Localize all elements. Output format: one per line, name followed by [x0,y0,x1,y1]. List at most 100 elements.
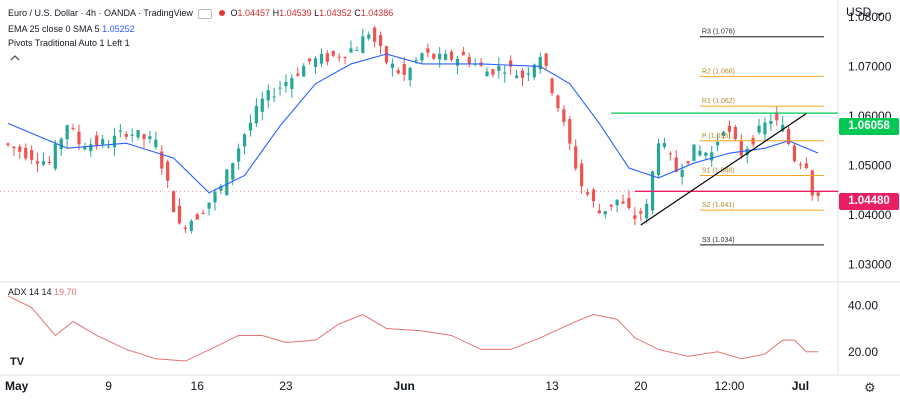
adx-legend[interactable]: ADX 14 14 19.70 [8,287,77,298]
candle-body [101,139,105,145]
candle-body [254,106,258,124]
candle-body [432,53,436,59]
time-axis-tick: Jun [394,379,415,393]
candle-body [154,139,158,148]
tradingview-logo[interactable]: TV [10,356,25,368]
time-axis-tick: 12:00 [714,379,744,393]
candle-body [35,161,40,164]
candle-body [18,146,22,152]
candle-body [704,152,708,156]
candle-body [402,64,406,75]
trendline [640,113,807,226]
ema-legend[interactable]: EMA 25 close 0 SMA 5 1.05252 [8,24,135,35]
candle-body [331,50,335,56]
candle-body [716,141,720,146]
market-status-icon [218,10,225,16]
candle-body [6,143,10,145]
price-axis-tick: 1.05000 [848,159,892,173]
candle-body [213,191,217,203]
candle-body [775,112,779,121]
adx-axis-tick: 20.00 [848,345,878,359]
candle-body [621,201,625,204]
ohlc-open: 1.04457 [237,8,271,18]
candle-body [319,53,324,64]
ema-value: 1.05252 [102,24,135,34]
candle-body [201,212,205,214]
ohlc-open-label: O [230,8,238,18]
candle-body [467,57,471,65]
candle-body [171,191,176,213]
candle-body [95,135,99,146]
ohlc-high: 1.04539 [279,8,312,18]
candle-body [59,138,63,150]
symbol-timeframe[interactable]: 4h [86,8,97,18]
candle-body [166,161,170,181]
pivots-legend[interactable]: Pivots Traditional Auto 1 Left 1 [8,38,130,49]
candle-body [692,144,696,161]
price-axis-tick: 1.07000 [848,59,892,73]
symbol-broker: OANDA [104,8,136,18]
pivot-label: R1 (1.062) [702,98,735,105]
symbol-name[interactable]: Euro / U.S. Dollar [8,8,79,18]
candle-body [597,210,601,214]
candle-body [662,143,667,147]
candle-body [792,145,797,162]
visibility-icon[interactable] [198,8,213,19]
candle-body [414,60,418,62]
gear-icon[interactable]: ⚙ [864,380,876,395]
candle-body [509,60,513,67]
candle-body [721,131,726,136]
candle-body [390,63,394,68]
candle-body [609,204,613,207]
time-axis-tick: 23 [279,379,293,393]
candle-body [284,81,288,87]
pivot-label: S2 (1.041) [702,202,735,209]
adx-axis-tick: 40.00 [848,298,878,312]
candle-body [603,211,607,215]
ohlc-close: 1.04386 [360,8,394,18]
pivots-label: Pivots Traditional Auto 1 Left 1 [8,38,130,48]
candle-body [538,57,542,70]
candle-body [47,161,51,163]
current-price-tag: 1.04480 [839,193,899,210]
candle-body [526,73,531,75]
candle-body [71,127,75,129]
candle-body [544,53,548,66]
candle-body [739,141,743,156]
candle-body [532,64,536,78]
candle-body [580,163,584,187]
pivot-label: S3 (1.034) [702,237,735,244]
candle-body [195,214,199,220]
pivot-label: S1 (1.048) [702,167,735,174]
chevron-up-icon[interactable] [10,54,20,62]
candle-body [189,221,193,231]
candle-body [183,227,188,229]
candle-body [207,202,211,209]
candle-body [633,215,637,219]
time-axis-tick: Jul [792,379,809,393]
candle-body [520,70,525,78]
candle-body [124,134,128,137]
chevron-down-icon: ⌄ [871,5,885,19]
currency-menu[interactable]: USD ⌄ [846,5,885,19]
candle-body [296,73,300,76]
candle-body [757,125,761,133]
candle-body [325,53,329,62]
candle-body [118,130,122,132]
adx-label: ADX 14 14 [8,287,52,297]
candle-body [585,192,590,195]
time-axis-tick: 20 [634,379,648,393]
pivot-label: R3 (1.076) [702,29,735,36]
candle-body [787,128,791,144]
candle-body [242,134,247,147]
candle-body [556,95,560,109]
symbol-platform: TradingView [143,8,193,18]
candle-body [733,126,737,140]
candle-body [763,122,767,135]
candle-body [444,53,448,60]
time-axis-tick: 9 [105,379,112,393]
candle-body [89,144,93,152]
candle-body [396,70,400,74]
